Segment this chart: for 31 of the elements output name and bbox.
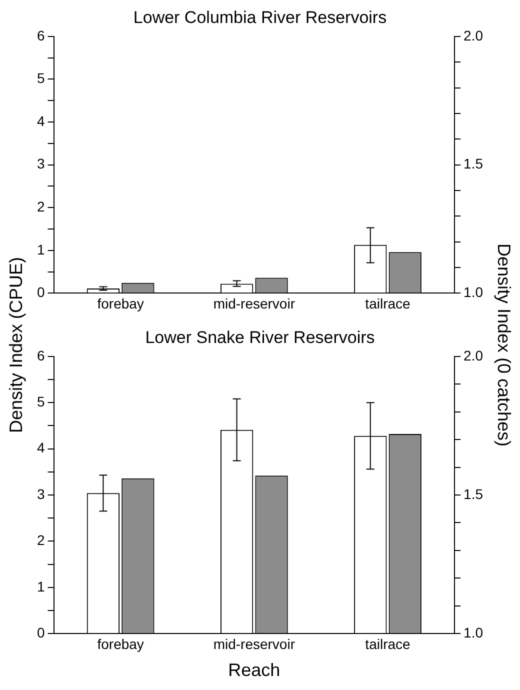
x-tick-label: tailrace <box>365 636 411 652</box>
y-tick-label: 6 <box>36 27 45 44</box>
y-axis-title: Density Index (CPUE) <box>5 256 27 436</box>
y-tick-label: 4 <box>36 112 45 129</box>
y-tick-label: 1 <box>36 241 45 258</box>
x-tick-label: mid-reservoir <box>213 636 296 652</box>
y-tick-label: 0 <box>36 624 45 640</box>
y2-tick-label: 1.5 <box>464 156 484 172</box>
y-tick-label: 0 <box>36 284 45 300</box>
y2-tick-label: 1.0 <box>464 284 484 300</box>
y2-tick-label: 1.0 <box>464 624 484 640</box>
y-tick-label: 3 <box>36 486 45 502</box>
x-tick-label: forebay <box>97 636 144 652</box>
y2-axis-title: Density Index (0 catches) <box>493 242 515 449</box>
x-tick-label: tailrace <box>365 295 411 312</box>
y2-tick-label: 2.0 <box>464 347 484 364</box>
y-tick-label: 6 <box>36 347 45 364</box>
y2-tick-label: 2.0 <box>464 27 484 44</box>
y-tick-label: 2 <box>36 532 45 548</box>
y-tick-label: 4 <box>36 440 45 456</box>
chart-title: Lower Columbia River Reservoirs <box>133 8 387 27</box>
y-tick-label: 2 <box>36 198 45 214</box>
y-tick-label: 5 <box>36 70 45 86</box>
x-tick-label: forebay <box>97 295 144 312</box>
y-tick-label: 3 <box>36 156 45 172</box>
x-tick-label: mid-reservoir <box>213 295 296 312</box>
x-axis-title: Reach <box>228 660 280 680</box>
y-tick-label: 5 <box>36 393 45 410</box>
y-tick-label: 1 <box>36 578 45 594</box>
y2-tick-label: 1.5 <box>464 486 484 502</box>
chart-title: Lower Snake River Reservoirs <box>145 328 375 347</box>
